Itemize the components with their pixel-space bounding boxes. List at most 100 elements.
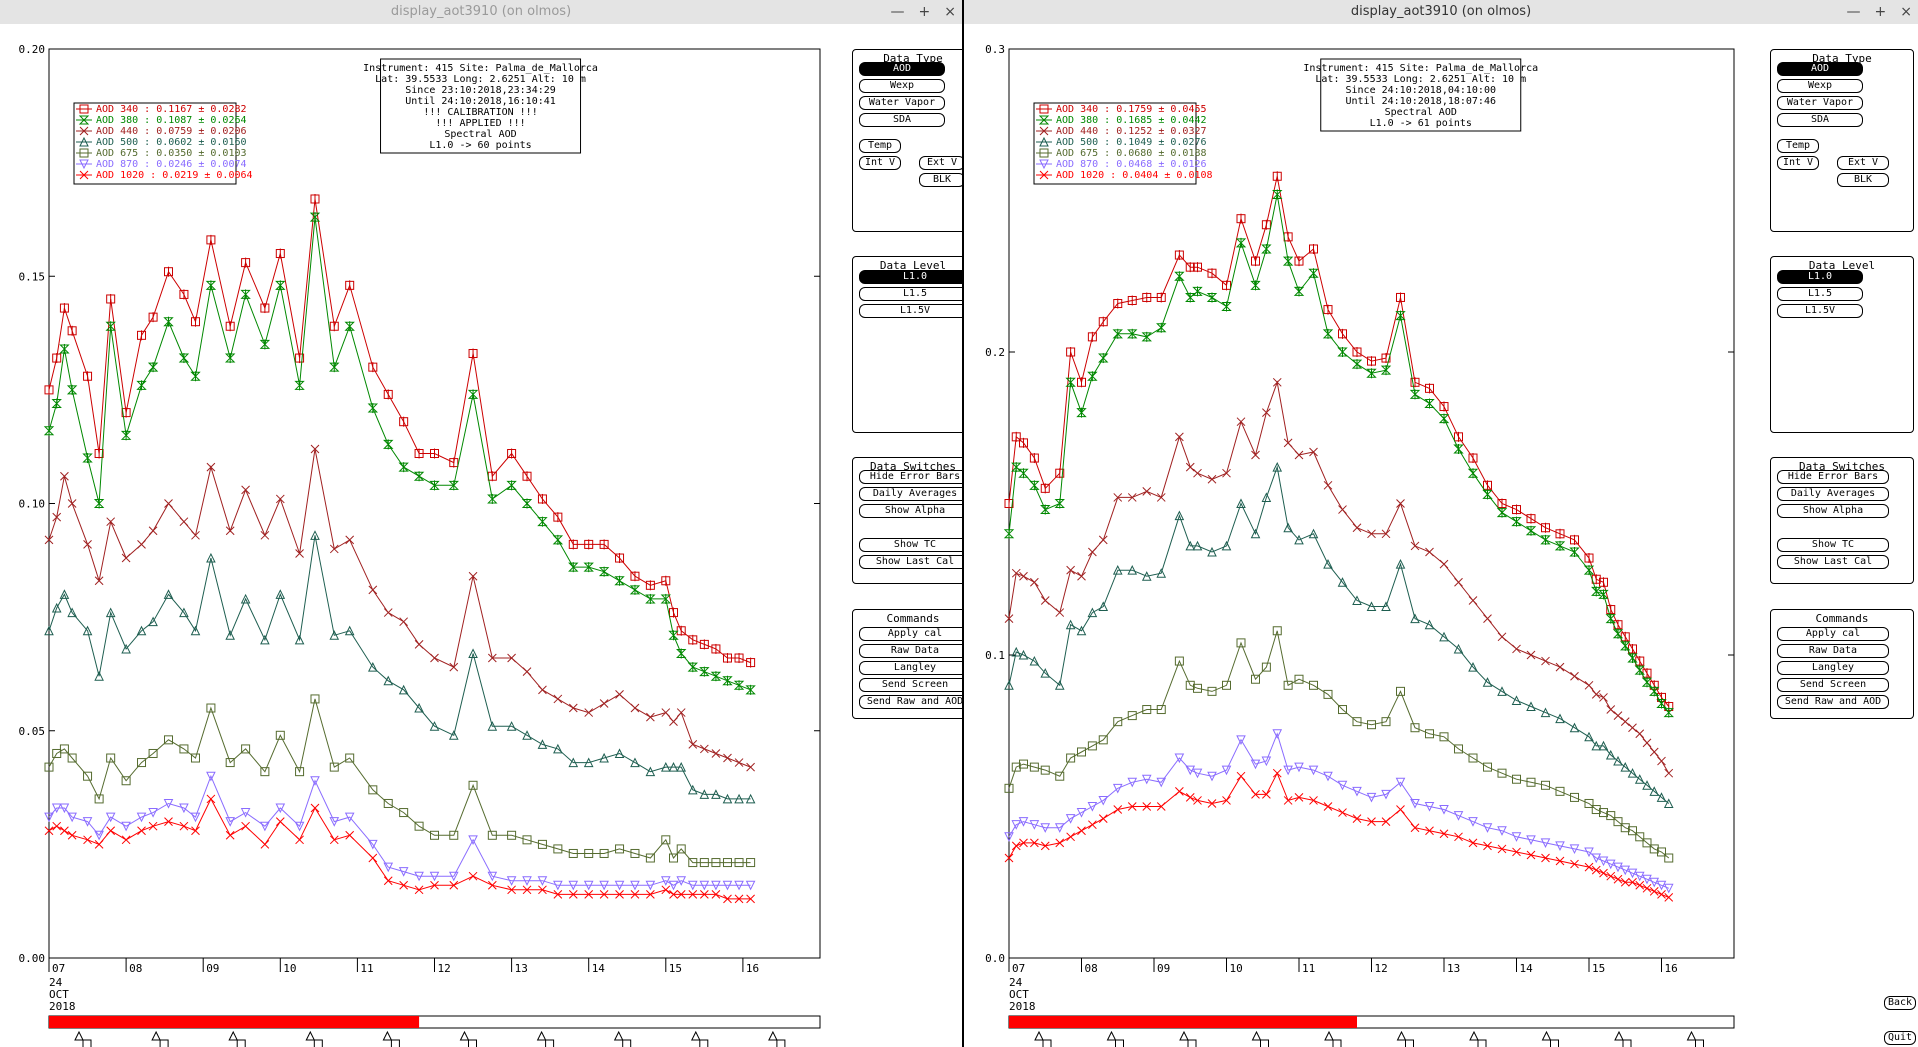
data-point: [1410, 823, 1420, 833]
data-point: [468, 349, 478, 359]
water-vapor-button[interactable]: Water Vapor: [859, 96, 945, 110]
event-marker: [159, 1039, 169, 1047]
maximize-icon[interactable]: +: [918, 4, 931, 20]
data-point: [538, 885, 547, 895]
data-point: [1040, 823, 1051, 833]
data-point: [1541, 780, 1550, 790]
level-l15v-button[interactable]: L1.5V: [859, 304, 971, 318]
hide-error-bars-button[interactable]: Hide Error Bars: [859, 470, 971, 484]
level-l10-button[interactable]: L1.0: [1777, 270, 1863, 284]
water-vapor-button[interactable]: Water Vapor: [1777, 96, 1863, 110]
show-tc-button[interactable]: Show TC: [1777, 538, 1889, 552]
show-tc-button[interactable]: Show TC: [859, 538, 971, 552]
data-point: [646, 712, 655, 722]
data-point: [44, 535, 54, 545]
data-point: [722, 653, 732, 663]
quit-button[interactable]: Quit: [1884, 1031, 1916, 1045]
wexp-button[interactable]: Wexp: [859, 79, 945, 93]
ext-v-button[interactable]: Ext V: [1837, 156, 1889, 170]
close-icon[interactable]: ×: [944, 4, 956, 20]
aod-button[interactable]: AOD: [859, 62, 945, 76]
send-screen-button[interactable]: Send Screen: [1777, 678, 1889, 692]
data-point: [275, 249, 285, 259]
hide-error-bars-button[interactable]: Hide Error Bars: [1777, 470, 1889, 484]
data-point: [584, 848, 594, 858]
raw-data-button[interactable]: Raw Data: [1777, 644, 1889, 658]
data-point: [669, 853, 679, 863]
data-point: [1294, 674, 1304, 684]
show-last-cal-button[interactable]: Show Last Cal: [1777, 555, 1889, 569]
data-point: [1185, 462, 1195, 472]
int-v-button[interactable]: Int V: [1777, 156, 1819, 170]
apply-cal-button[interactable]: Apply cal: [1777, 627, 1889, 641]
int-v-button[interactable]: Int V: [859, 156, 901, 170]
data-point: [1649, 877, 1660, 888]
window-titlebar[interactable]: display_aot3910 (on olmos) — + ×: [964, 0, 1918, 24]
data-point: [668, 761, 679, 772]
langley-button[interactable]: Langley: [859, 661, 971, 675]
level-l15-button[interactable]: L1.5: [1777, 287, 1863, 301]
data-point: [383, 798, 393, 808]
level-l15-button[interactable]: L1.5: [859, 287, 971, 301]
data-point: [1112, 565, 1123, 575]
data-point: [734, 653, 744, 663]
minimize-icon[interactable]: —: [890, 4, 905, 20]
temp-button[interactable]: Temp: [1777, 139, 1819, 153]
legend-entry: AOD 675 : 0.0680 ± 0.0188: [1056, 148, 1207, 159]
data-point: [1261, 492, 1272, 502]
data-point: [688, 890, 698, 899]
event-marker: [1179, 1030, 1189, 1041]
close-icon[interactable]: ×: [1900, 4, 1912, 20]
window-titlebar[interactable]: display_aot3910 (on olmos) — + ×: [0, 0, 962, 24]
send-raw-and-aod-button[interactable]: Send Raw and AOD: [859, 695, 971, 709]
series-line: [1008, 630, 1670, 859]
show-alpha-button[interactable]: Show Alpha: [859, 504, 971, 518]
temp-button[interactable]: Temp: [859, 139, 901, 153]
ext-v-button[interactable]: Ext V: [919, 156, 965, 170]
maximize-icon[interactable]: +: [1874, 4, 1887, 20]
raw-data-button[interactable]: Raw Data: [859, 644, 971, 658]
blk-button[interactable]: BLK: [1837, 173, 1889, 187]
data-point: [1453, 444, 1464, 454]
data-point: [568, 703, 578, 713]
event-marker: [1469, 1030, 1479, 1041]
daily-averages-button[interactable]: Daily Averages: [1777, 487, 1889, 501]
data-point: [368, 785, 378, 795]
data-point: [745, 793, 756, 804]
aod-button[interactable]: AOD: [1777, 62, 1863, 76]
data-point: [51, 803, 62, 814]
data-point: [1605, 749, 1616, 760]
send-raw-and-aod-button[interactable]: Send Raw and AOD: [1777, 695, 1889, 709]
data-point: [1396, 686, 1405, 696]
data-point: [506, 876, 517, 886]
data-point: [1367, 356, 1376, 366]
daily-averages-button[interactable]: Daily Averages: [859, 487, 971, 501]
level-l10-button[interactable]: L1.0: [859, 270, 971, 284]
data-point: [1627, 868, 1638, 879]
data-point: [468, 835, 478, 845]
send-screen-button[interactable]: Send Screen: [859, 678, 971, 692]
event-marker: [1477, 1039, 1487, 1047]
data-point: [1029, 820, 1040, 830]
back-button[interactable]: Back: [1884, 996, 1916, 1010]
level-l15v-button[interactable]: L1.5V: [1777, 304, 1863, 318]
apply-cal-button[interactable]: Apply cal: [859, 627, 971, 641]
data-point: [260, 767, 270, 777]
data-point: [383, 675, 394, 686]
data-point: [224, 353, 236, 363]
data-point: [398, 867, 409, 877]
data-point: [94, 830, 104, 841]
wexp-button[interactable]: Wexp: [1777, 79, 1863, 93]
sda-button[interactable]: SDA: [1777, 113, 1863, 127]
data-point: [310, 776, 320, 786]
data-point: [310, 194, 320, 204]
show-alpha-button[interactable]: Show Alpha: [1777, 504, 1889, 518]
data-point: [553, 694, 563, 704]
minimize-icon[interactable]: —: [1846, 4, 1861, 20]
blk-button[interactable]: BLK: [919, 173, 965, 187]
sda-button[interactable]: SDA: [859, 113, 945, 127]
data-point: [106, 517, 116, 527]
langley-button[interactable]: Langley: [1777, 661, 1889, 675]
data-point: [1250, 280, 1261, 290]
show-last-cal-button[interactable]: Show Last Cal: [859, 555, 971, 569]
